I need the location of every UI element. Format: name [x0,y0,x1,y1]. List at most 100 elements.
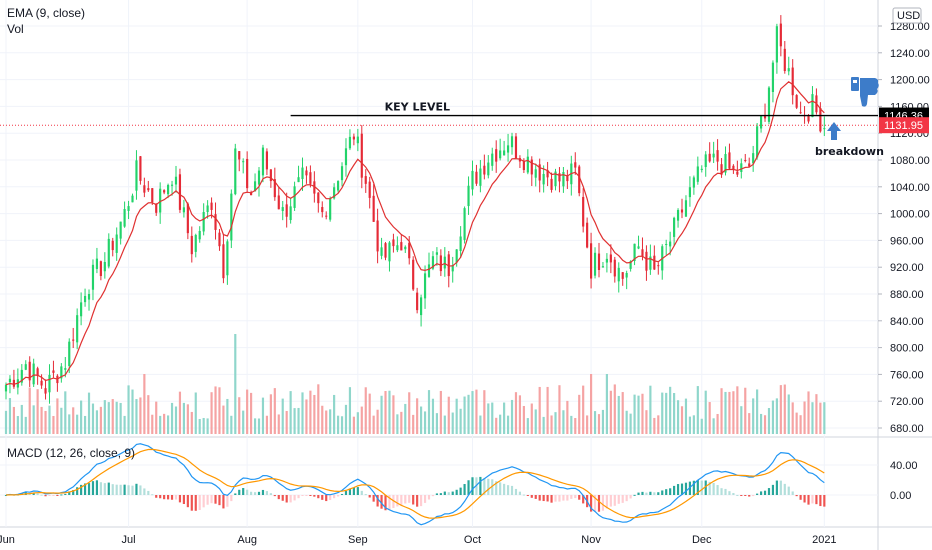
candle-body [526,156,529,173]
volume-bar [60,407,63,434]
volume-bar [210,392,213,434]
volume-bar [700,418,703,434]
macd-histogram-bar [388,495,391,510]
macd-pane [4,443,826,526]
price-tick-label: 1000.00 [890,209,930,221]
volume-bar [151,414,154,434]
candle-body [582,196,585,227]
macd-histogram-bar [404,495,407,504]
volume-bar [285,410,288,434]
candle-body [368,181,371,198]
volume-bar [321,405,324,434]
candle-body [783,48,786,72]
volume-bar [807,391,810,434]
macd-histogram-bar [550,495,553,503]
candle-body [408,242,411,259]
candle-body [281,207,284,212]
candle-body [234,148,237,195]
macd-histogram-bar [313,495,316,497]
volume-bar [475,389,478,434]
candle-body [76,315,79,343]
volume-bar [48,405,51,434]
volume-bar [250,392,253,434]
macd-histogram-bar [95,480,99,495]
volume-bar [665,392,668,434]
macd-histogram-bar [131,485,134,495]
volume-bar [740,406,743,434]
candle-body [380,247,383,256]
candle-body [190,235,193,255]
candle-body [605,258,608,263]
volume-bar [748,413,751,434]
volume-bar [166,415,170,434]
volume-bar [333,394,336,434]
candle-body [416,292,419,311]
candle-body [530,159,533,175]
volume-bar [791,402,794,434]
up-arrow-icon [827,122,841,140]
candle-body [819,107,822,132]
volume-bar [431,398,435,434]
candle-body [653,255,656,270]
macd-histogram-bar [680,483,684,495]
volume-bar [593,411,597,434]
candle-body [285,204,288,217]
macd-histogram-bar [293,495,296,501]
candle-body [645,251,648,271]
volume-bar [329,409,332,434]
candle-body [273,179,276,198]
volume-bar [435,413,438,434]
macd-legend[interactable]: MACD (12, 26, close, 9) [7,446,136,460]
macd-histogram-bar [787,486,790,495]
candle-body [665,244,668,246]
volume-bar [111,399,114,434]
candle-body [226,241,229,276]
candle-body [36,368,39,377]
volume-bar [763,415,767,434]
macd-histogram-bar [155,495,158,498]
candle-body [8,378,12,383]
volume-bar [135,399,138,434]
volume-bar [76,414,79,434]
vol-legend[interactable]: Vol [7,22,24,36]
volume-bar [538,386,541,434]
candle-body [4,384,8,392]
candle-body [166,184,170,195]
macd-histogram-bar [704,480,707,495]
price-tick-label: 1040.00 [890,182,930,194]
currency-badge[interactable] [892,7,922,24]
macd-histogram-bar [123,484,126,495]
volume-bar [728,391,731,434]
macd-histogram-bar [242,488,245,495]
volume-bar [317,384,320,434]
candle-body [107,238,110,267]
macd-histogram-bar [427,495,431,500]
macd-histogram-bar [771,484,775,495]
macd-histogram-bar [309,495,312,496]
macd-histogram-bar [823,495,826,507]
macd-histogram-bar [641,491,644,495]
macd-histogram-bar [744,495,747,496]
volume-bar [487,403,490,434]
macd-histogram-bar [669,488,672,495]
candle-body [696,166,699,182]
volume-bar [534,409,537,434]
macd-histogram-bar [673,485,676,495]
macd-histogram-bar [534,495,537,499]
macd-line [5,443,825,526]
volume-bar [246,389,249,434]
macd-histogram-bar [72,490,75,495]
candle-body [435,252,438,255]
candle-body [657,265,660,267]
candle-body [649,256,652,270]
candle-body [344,148,348,166]
macd-histogram-bar [163,495,166,500]
ema-legend[interactable]: EMA (9, close) [7,6,86,20]
candle-body [609,254,612,263]
volume-bar [621,392,624,434]
volume-bar [495,417,498,434]
price-axis-tag-label: 1131.95 [884,120,923,132]
candle-body [412,259,415,290]
volume-bar [16,416,19,434]
